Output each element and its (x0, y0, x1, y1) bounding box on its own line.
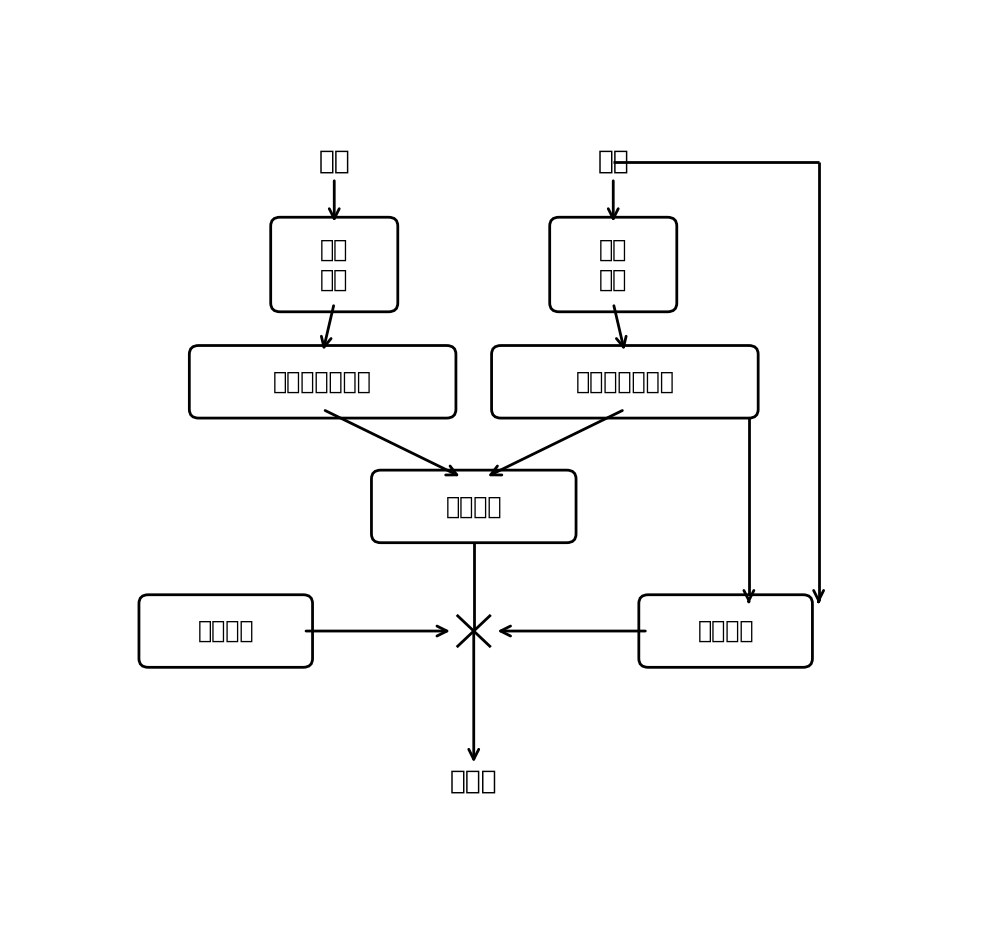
FancyBboxPatch shape (139, 595, 313, 667)
FancyBboxPatch shape (371, 470, 576, 543)
FancyBboxPatch shape (639, 595, 812, 667)
FancyBboxPatch shape (189, 346, 456, 418)
Text: 中心偏爱: 中心偏爱 (198, 619, 254, 643)
FancyBboxPatch shape (492, 346, 758, 418)
Text: 右眼感受野模型: 右眼感受野模型 (273, 369, 372, 394)
Text: 左图: 左图 (597, 149, 629, 175)
Text: 前景偏爱: 前景偏爱 (697, 619, 754, 643)
Text: 特征
提取: 特征 提取 (599, 238, 627, 291)
Text: 显著图: 显著图 (450, 768, 498, 794)
Text: 右图: 右图 (318, 149, 350, 175)
Text: 左眼感受野模型: 左眼感受野模型 (575, 369, 674, 394)
FancyBboxPatch shape (271, 217, 398, 312)
FancyBboxPatch shape (550, 217, 677, 312)
Text: 特征
提取: 特征 提取 (320, 238, 348, 291)
Text: 双眼融合: 双眼融合 (446, 494, 502, 519)
